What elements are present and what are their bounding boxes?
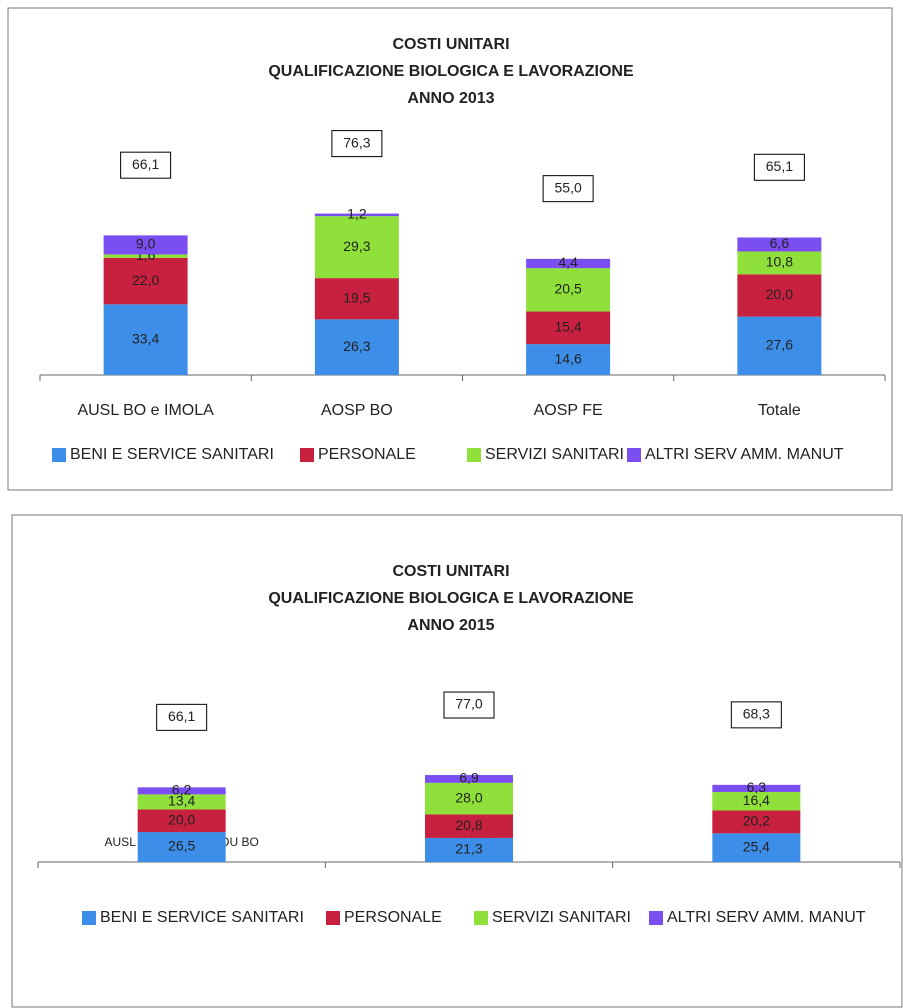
value-label: 14,6	[555, 350, 582, 366]
bar-segment	[712, 833, 801, 862]
legend-swatch	[52, 448, 66, 462]
value-label: 22,0	[132, 272, 159, 288]
total-label: 55,0	[555, 179, 582, 195]
bar-segment	[737, 316, 822, 375]
x-tick-label: AOSP BO	[321, 402, 393, 419]
legend-swatch	[82, 911, 96, 925]
bar-segment	[425, 782, 513, 815]
legend-swatch	[300, 448, 314, 462]
bar-segment	[737, 237, 822, 252]
value-label: 26,5	[168, 838, 195, 854]
value-label: 19,5	[343, 289, 370, 305]
total-label: 65,1	[766, 158, 793, 174]
bar-segment	[425, 814, 513, 838]
legend-label: ALTRI SERV AMM. MANUT	[645, 446, 844, 463]
bar-segment	[526, 268, 611, 312]
value-label: 20,0	[168, 811, 195, 827]
value-label: 4,4	[558, 254, 578, 270]
total-box	[443, 691, 495, 719]
total-label: 66,1	[168, 708, 195, 724]
legend-label: SERVIZI SANITARI	[492, 909, 631, 926]
legend-label: PERSONALE	[344, 909, 442, 926]
value-label: 26,3	[343, 338, 370, 354]
bar-segment	[103, 254, 188, 258]
bar-segment	[103, 257, 188, 305]
total-box	[156, 703, 208, 731]
value-label: 6,2	[172, 782, 192, 798]
bar-segment	[137, 832, 226, 862]
value-label: 20,5	[555, 281, 582, 297]
bar-segment	[526, 344, 611, 375]
chart-title: ANNO 2015	[407, 617, 494, 634]
value-label: 20,0	[766, 286, 793, 302]
value-label: 28,0	[455, 789, 482, 805]
value-label: 6,3	[747, 779, 767, 795]
x-tick-label: AOSP FE	[534, 402, 603, 419]
value-label: 20,8	[455, 817, 482, 833]
legend-label: SERVIZI SANITARI	[485, 446, 624, 463]
value-label: 1,2	[347, 206, 367, 222]
bar-segment	[314, 216, 399, 279]
bar-segment	[712, 810, 801, 834]
total-box	[331, 130, 383, 158]
legend-swatch	[627, 448, 641, 462]
value-label: 33,4	[132, 330, 159, 346]
bar-segment	[314, 278, 399, 320]
value-label: 10,8	[766, 254, 793, 270]
value-label: 27,6	[766, 337, 793, 353]
bar-segment	[425, 837, 513, 862]
chart-frame	[11, 514, 903, 1008]
bar-segment	[712, 791, 801, 811]
bar-segment	[712, 784, 801, 792]
legend-label: BENI E SERVICE SANITARI	[70, 446, 274, 463]
legend-label: BENI E SERVICE SANITARI	[100, 909, 304, 926]
value-label: 21,3	[455, 841, 482, 857]
legend-swatch	[649, 911, 663, 925]
bar-segment	[526, 311, 611, 345]
bar-segment	[526, 258, 611, 269]
value-label: 20,2	[743, 813, 770, 829]
value-label: 16,4	[743, 792, 770, 808]
total-box	[753, 153, 805, 181]
bar-segment	[103, 304, 188, 375]
chart-title: QUALIFICAZIONE BIOLOGICA E LAVORAZIONE	[268, 63, 634, 80]
x-tick-label: Totale	[758, 402, 801, 419]
total-label: 68,3	[743, 706, 770, 722]
value-label: 6,9	[459, 770, 479, 786]
total-label: 76,3	[343, 134, 370, 150]
bar-segment	[737, 251, 822, 275]
chart-title: COSTI UNITARI	[392, 36, 509, 53]
total-label: 66,1	[132, 156, 159, 172]
bar-segment	[314, 213, 399, 217]
chart-title: COSTI UNITARI	[392, 563, 509, 580]
chart-title: QUALIFICAZIONE BIOLOGICA E LAVORAZIONE	[268, 590, 634, 607]
value-label: 25,4	[743, 838, 770, 854]
legend-label: PERSONALE	[318, 446, 416, 463]
bar-segment	[137, 809, 226, 833]
x-tick-label: AUSL BO e IMOLA	[77, 402, 214, 419]
bar-segment	[103, 235, 188, 255]
value-label: 9,0	[136, 236, 156, 252]
legend-swatch	[467, 448, 481, 462]
value-label: 13,4	[168, 793, 195, 809]
chart-title: ANNO 2013	[407, 90, 494, 107]
bar-segment	[737, 274, 822, 317]
legend-swatch	[474, 911, 488, 925]
total-label: 77,0	[455, 696, 482, 712]
total-box	[730, 701, 782, 729]
value-label: 15,4	[555, 319, 582, 335]
bar-segment	[314, 319, 399, 375]
total-box	[542, 175, 594, 203]
value-label: 29,3	[343, 238, 370, 254]
bar-segment	[425, 775, 513, 783]
bar-segment	[137, 787, 226, 795]
value-label: 6,6	[770, 235, 790, 251]
legend-swatch	[326, 911, 340, 925]
total-box	[120, 151, 172, 179]
legend-label: ALTRI SERV AMM. MANUT	[667, 909, 866, 926]
bar-segment	[137, 794, 226, 810]
